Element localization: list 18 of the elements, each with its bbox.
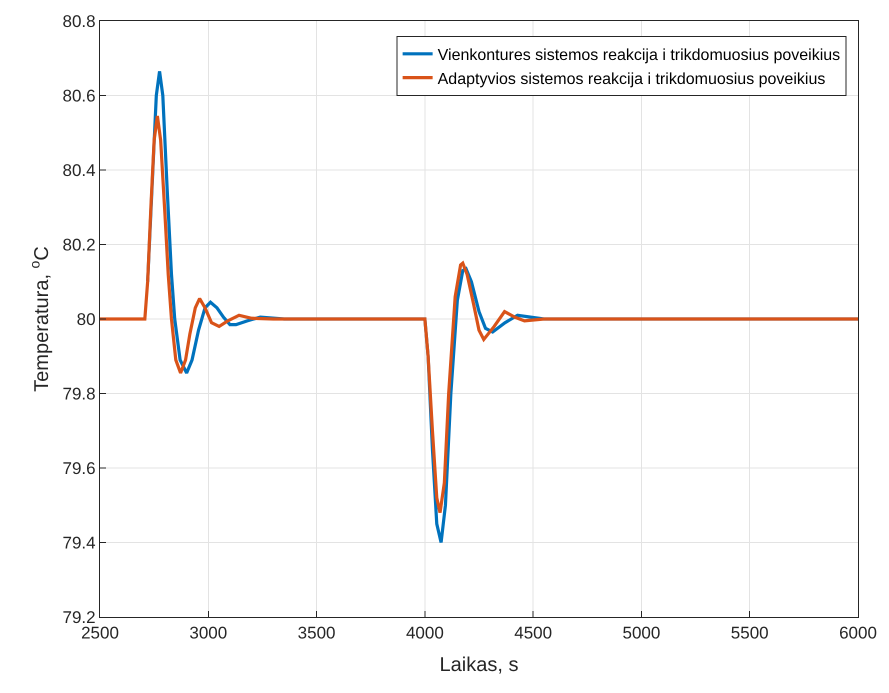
y-tick-label: 80.8: [62, 12, 96, 31]
x-tick-label: 4000: [406, 623, 444, 642]
x-tick-label: 5000: [622, 623, 660, 642]
y-tick-label: 80.6: [62, 86, 96, 106]
legend-label: Adaptyvios sistemos reakcija i trikdomuosius poveikius: [438, 70, 826, 88]
legend-label: Vienkontures sistemos reakcija i trikdomuosius poveikius: [438, 47, 840, 64]
y-tick-label: 80.2: [62, 235, 96, 254]
x-tick-label: 5500: [730, 623, 769, 642]
x-axis-title: Laikas, s: [440, 654, 518, 676]
x-tick-label: 4500: [514, 623, 552, 642]
x-tick-label: 3500: [298, 623, 336, 642]
x-tick-label: 3000: [189, 623, 228, 642]
y-tick-label: 80: [76, 310, 96, 329]
x-tick-label: 6000: [839, 623, 877, 642]
y-tick-label: 79.6: [62, 458, 96, 478]
y-tick-label: 80.4: [62, 160, 96, 180]
y-tick-label: 79.4: [62, 533, 96, 552]
y-tick-label: 79.8: [62, 384, 96, 404]
